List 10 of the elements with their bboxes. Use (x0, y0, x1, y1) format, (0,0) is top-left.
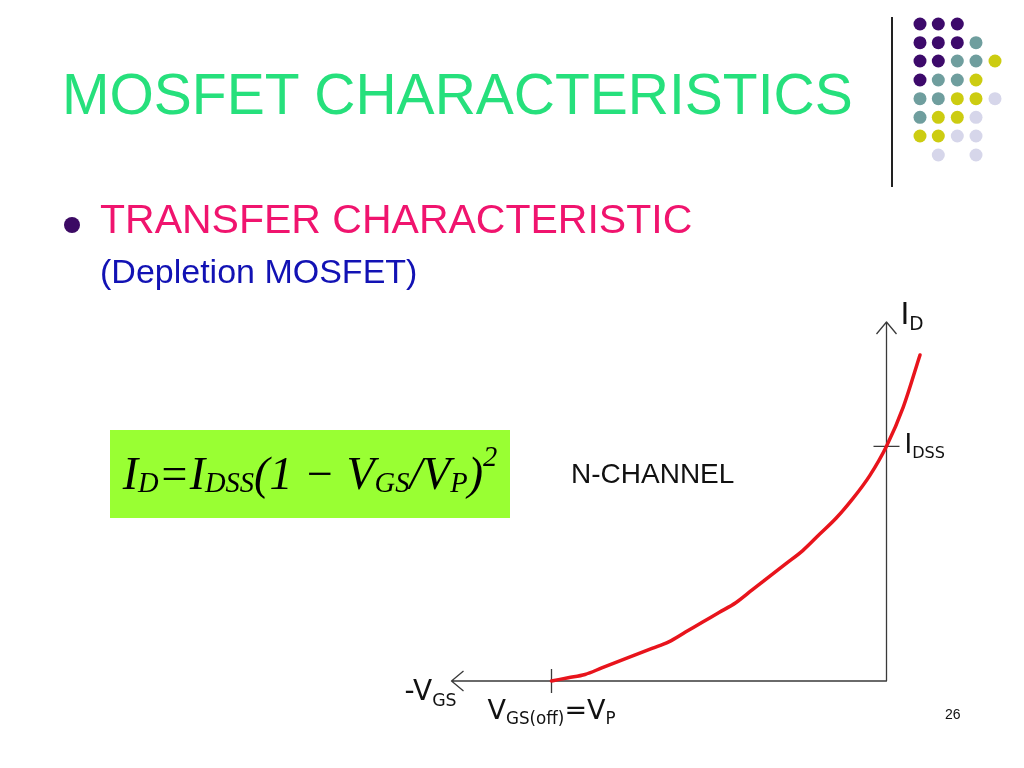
text: 26 (945, 706, 961, 722)
text: (Depletion MOSFET) (100, 252, 418, 290)
x-axis-title: -V$_{GS}$ (404, 674, 457, 710)
annotation: V$_{GS(off)}$=V$_{P}$ (487, 694, 616, 729)
annotation: N-CHANNEL (571, 458, 735, 489)
text: I$_{D}$=I$_{DSS}$(1 − V$_{GS}$/V$_{P}$)$^{2}$ (122, 440, 498, 499)
y-axis-title: I$_{D}$ (900, 296, 924, 334)
annotation: I$_{DSS}$ (904, 429, 946, 463)
chart-subtitle: TRANSFER CHARACTERISTIC (100, 196, 693, 242)
chart-title: MOSFET CHARACTERISTICS (62, 62, 853, 126)
